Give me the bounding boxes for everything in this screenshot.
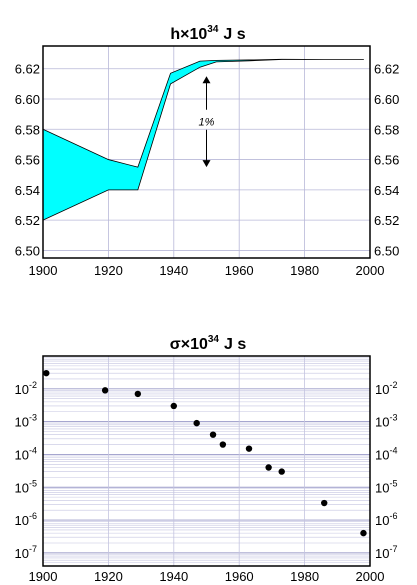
sigma-chart-x-tick: 1900 — [29, 569, 58, 584]
h-chart-x-tick: 1980 — [290, 263, 319, 278]
sigma-chart-x-tick: 2000 — [356, 569, 385, 584]
sigma-chart-y-tick-right: 10-4 — [375, 445, 397, 462]
sigma-chart-y-tick-left: 10-5 — [15, 478, 37, 495]
h-chart-x-tick: 1940 — [159, 263, 188, 278]
h-chart-x-tick: 2000 — [356, 263, 385, 278]
sigma-data-point — [265, 464, 272, 471]
h-chart-x-tick: 1920 — [94, 263, 123, 278]
sigma-chart-y-tick-right: 10-6 — [375, 511, 397, 528]
h-chart-y-tick-left: 6.50 — [15, 243, 40, 258]
sigma-chart-y-tick-right: 10-3 — [375, 413, 397, 430]
sigma-data-point — [278, 468, 285, 475]
sigma-data-point — [101, 387, 109, 394]
sigma-data-point — [43, 369, 50, 377]
annotation-arrowhead-up — [202, 76, 211, 84]
annotation-arrowhead-down — [202, 160, 211, 168]
h-chart-y-tick-left: 6.54 — [15, 183, 40, 198]
sigma-chart-y-tick-labels: 10-2 10-2 10-3 10-3 10-4 10-4 10-5 10-5 10-6 10-6… — [15, 380, 398, 561]
sigma-data-point — [193, 419, 200, 427]
sigma-data-point — [134, 390, 142, 398]
h-chart-x-tick: 1960 — [225, 263, 254, 278]
sigma-data-point — [209, 431, 217, 438]
h-chart-y-tick-left: 6.58 — [15, 122, 40, 137]
h-chart-y-tick-right: 6.60 — [374, 92, 399, 107]
sigma-chart: σ×1034 J s 10-2 10-210-3 10-310-4 10-410-5 10… — [15, 334, 398, 584]
sigma-chart-points — [43, 369, 367, 537]
sigma-chart-y-tick-left: 10-4 — [15, 445, 37, 462]
h-chart-y-tick-left: 6.62 — [15, 62, 40, 77]
sigma-chart-frame — [42, 355, 371, 567]
h-chart-y-tick-right: 6.54 — [374, 183, 399, 198]
h-chart-y-tick-right: 6.58 — [374, 122, 399, 137]
h-chart: h×1034 J s 1% 6.50 6.506.52 6.526.54 6.546.5… — [15, 24, 400, 278]
sigma-chart-x-tick: 1940 — [159, 569, 188, 584]
h-chart-y-tick-right: 6.52 — [374, 213, 399, 228]
h-chart-y-tick-right: 6.50 — [374, 243, 399, 258]
h-chart-x-tick: 1900 — [29, 263, 58, 278]
sigma-chart-x-tick: 1980 — [290, 569, 319, 584]
sigma-data-point — [360, 529, 367, 537]
h-chart-title: h×1034 J s — [170, 24, 245, 43]
sigma-chart-y-tick-right: 10-7 — [375, 544, 397, 561]
h-chart-x-tick-labels: 1900 1920 1940 1960 1980 2000 — [29, 263, 385, 278]
sigma-data-point — [219, 441, 227, 448]
h-chart-uncertainty-band — [42, 58, 364, 221]
sigma-data-point — [321, 499, 328, 507]
h-chart-annotation: 1% — [199, 76, 215, 168]
sigma-chart-y-tick-left: 10-7 — [15, 544, 37, 561]
h-chart-y-tick-right: 6.56 — [374, 153, 399, 168]
h-chart-y-tick-left: 6.56 — [15, 153, 40, 168]
h-chart-frame — [42, 45, 371, 259]
sigma-data-point — [245, 445, 253, 452]
sigma-chart-gridlines — [42, 355, 371, 567]
sigma-chart-x-tick: 1920 — [94, 569, 123, 584]
sigma-chart-y-tick-left: 10-6 — [15, 511, 37, 528]
sigma-chart-title: σ×1034 J s — [170, 334, 247, 353]
sigma-chart-y-tick-right: 10-5 — [375, 478, 397, 495]
sigma-chart-x-tick-labels: 1900 1920 1940 1960 1980 2000 — [29, 569, 385, 584]
sigma-chart-x-tick: 1960 — [225, 569, 254, 584]
annotation-label: 1% — [199, 117, 215, 129]
h-chart-y-tick-left: 6.60 — [15, 92, 40, 107]
sigma-chart-y-tick-right: 10-2 — [375, 380, 397, 397]
h-chart-y-tick-left: 6.52 — [15, 213, 40, 228]
sigma-chart-y-tick-left: 10-3 — [15, 413, 37, 430]
sigma-chart-y-tick-left: 10-2 — [15, 380, 37, 397]
h-chart-y-tick-labels: 6.50 6.50 6.52 6.52 6.54 6.54 6.56 6.56 6.58 6.58… — [15, 62, 400, 259]
h-chart-y-tick-right: 6.62 — [374, 62, 399, 77]
sigma-data-point — [170, 402, 177, 410]
